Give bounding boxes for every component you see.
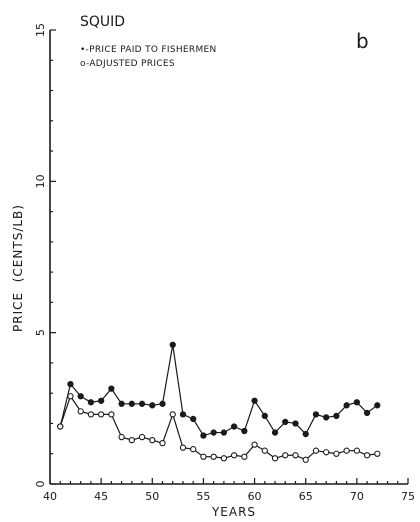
- x-tick-label: 75: [401, 490, 415, 503]
- data-point: [77, 393, 84, 400]
- data-point: [353, 447, 361, 454]
- data-point: [118, 433, 125, 441]
- y-ticks: 0 5 10 15: [34, 23, 56, 488]
- series-line: [59, 394, 378, 461]
- data-point: [302, 430, 309, 438]
- series-line: [59, 344, 378, 437]
- data-point: [230, 452, 238, 459]
- data-point: [333, 450, 340, 457]
- data-point: [312, 411, 320, 418]
- data-point: [292, 420, 299, 427]
- x-axis-title: YEARS: [211, 505, 256, 519]
- legend: •-PRICE PAID TO FISHERMEN o-ADJUSTED PRI…: [80, 45, 217, 69]
- data-point: [261, 447, 268, 454]
- data-point: [363, 452, 371, 459]
- data-point: [363, 409, 371, 417]
- data-point: [128, 400, 135, 407]
- data-point: [261, 412, 268, 420]
- series-price-paid: [57, 341, 381, 439]
- data-point: [169, 411, 176, 418]
- data-point: [67, 393, 74, 400]
- data-point: [190, 415, 197, 423]
- x-tick-label: 60: [248, 490, 262, 503]
- data-point: [292, 452, 299, 459]
- panel-label: b: [356, 29, 369, 53]
- data-point: [271, 455, 279, 462]
- series-layer: [57, 341, 381, 463]
- data-point: [77, 408, 84, 415]
- data-point: [200, 453, 207, 460]
- data-point: [333, 412, 340, 420]
- x-tick-label: 40: [43, 490, 57, 503]
- x-tick-label: 55: [196, 490, 210, 503]
- data-point: [353, 399, 361, 406]
- y-tick-label: 5: [34, 329, 47, 336]
- x-tick-label: 70: [350, 490, 364, 503]
- data-point: [159, 400, 166, 407]
- data-point: [97, 411, 105, 418]
- y-tick-label: 15: [34, 23, 47, 37]
- data-point: [210, 429, 217, 436]
- data-point: [169, 341, 176, 348]
- data-point: [108, 385, 115, 392]
- data-point: [251, 441, 258, 448]
- data-point: [282, 418, 289, 426]
- data-point: [282, 452, 289, 459]
- data-point: [251, 397, 258, 404]
- data-point: [374, 450, 381, 457]
- data-point: [149, 436, 156, 444]
- legend-entry-price-paid: •-PRICE PAID TO FISHERMEN: [80, 45, 217, 55]
- data-point: [220, 429, 228, 436]
- chart-title: SQUID: [80, 14, 125, 30]
- legend-entry-adjusted: o-ADJUSTED PRICES: [80, 59, 175, 69]
- data-point: [220, 455, 228, 462]
- data-point: [312, 447, 320, 454]
- data-point: [57, 423, 64, 430]
- data-point: [190, 446, 197, 453]
- data-point: [200, 432, 207, 439]
- data-point: [343, 402, 350, 409]
- data-point: [179, 444, 187, 451]
- data-point: [374, 402, 381, 409]
- y-tick-label: 10: [34, 174, 47, 188]
- x-tick-label: 50: [145, 490, 159, 503]
- data-point: [138, 400, 146, 407]
- data-point: [128, 436, 135, 444]
- x-tick-label: 45: [94, 490, 108, 503]
- data-point: [159, 439, 166, 447]
- data-point: [108, 411, 115, 418]
- data-point: [67, 380, 74, 388]
- data-point: [210, 453, 217, 460]
- data-point: [302, 456, 309, 463]
- y-axis-title: PRICE (CENTS/LB): [11, 204, 25, 332]
- data-point: [343, 447, 350, 454]
- data-point: [97, 397, 105, 404]
- data-point: [149, 402, 156, 409]
- data-point: [271, 429, 279, 436]
- series-adjusted: [57, 393, 381, 463]
- data-point: [87, 399, 95, 406]
- data-point: [230, 423, 238, 430]
- data-point: [323, 414, 330, 421]
- data-point: [241, 427, 248, 435]
- x-tick-label: 65: [299, 490, 313, 503]
- data-point: [179, 411, 187, 418]
- data-point: [118, 400, 125, 407]
- x-ticks: 40 45 50 55 60 65 70 75: [43, 478, 415, 503]
- data-point: [87, 411, 95, 418]
- data-point: [241, 453, 248, 460]
- data-point: [323, 449, 330, 456]
- y-tick-label: 0: [34, 481, 47, 488]
- data-point: [138, 433, 146, 441]
